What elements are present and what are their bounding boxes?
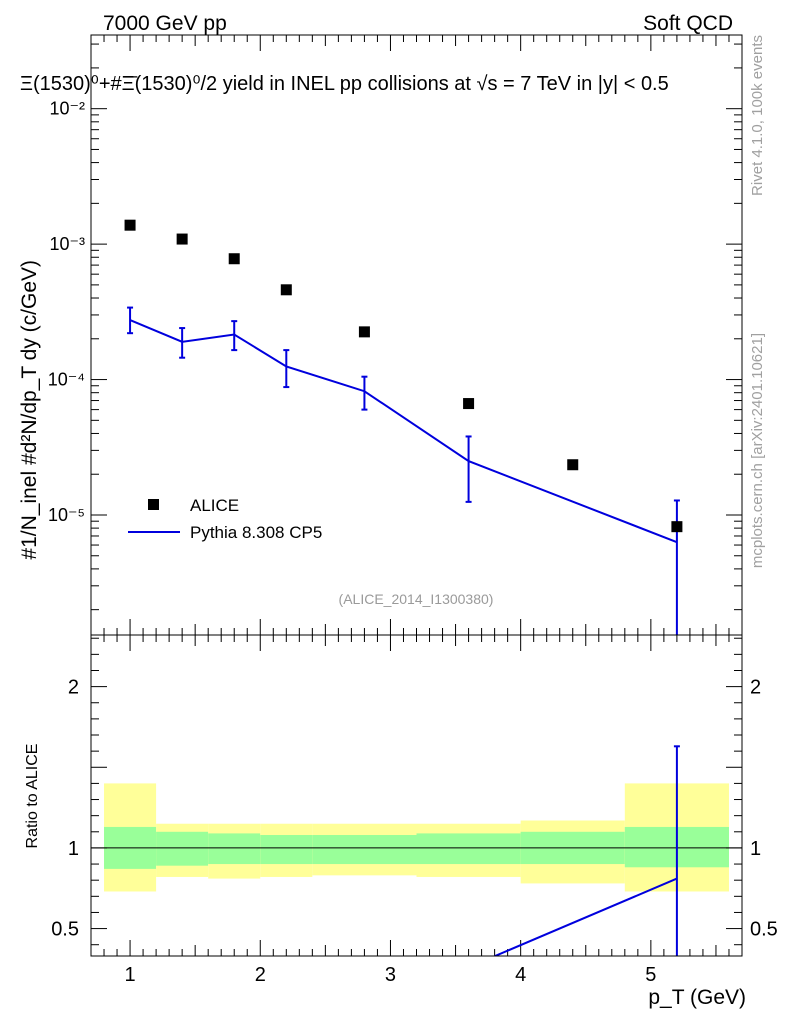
data-point — [567, 459, 579, 471]
legend-data-label: ALICE — [190, 496, 239, 515]
main-panel-frame — [90, 34, 743, 636]
data-point — [228, 253, 240, 265]
ratio-band-inner — [208, 833, 261, 865]
ratio-y-tick-label-right: 0.5 — [750, 919, 778, 941]
data-series — [124, 219, 683, 533]
x-tick-label: 4 — [515, 964, 526, 986]
ratio-band-inner — [312, 835, 417, 865]
ratio-axis-ticks — [91, 637, 742, 946]
main-y-tick-labels: 10⁻² 10⁻³ 10⁻⁴ 10⁻⁵ — [48, 99, 85, 525]
ratio-y-tick-label: 2 — [68, 677, 79, 699]
x-axis-label: p_T (GeV) — [648, 986, 746, 1009]
main-y-tick-label: 10⁻⁵ — [48, 505, 85, 525]
ratio-y-tick-label-right: 1 — [750, 838, 761, 860]
header-right: Soft QCD — [643, 12, 733, 35]
ratio-y-axis-label: Ratio to ALICE — [24, 744, 41, 849]
ratio-band-inner — [416, 833, 521, 865]
mcplots-reference: mcplots.cern.ch [arXiv:2401.10621] — [749, 333, 766, 568]
ratio-uncertainty-bands — [104, 783, 729, 892]
x-tick-label: 2 — [255, 964, 266, 986]
rivet-version: Rivet 4.1.0, 100k events — [749, 35, 766, 196]
x-tick-label: 5 — [645, 964, 656, 986]
data-point — [358, 326, 370, 338]
main-y-axis-label: #1/N_inel #d²N/dp_T dy (c/GeV) — [18, 260, 41, 560]
data-point — [280, 284, 292, 296]
legend-data-marker — [148, 499, 159, 510]
plot-title: Ξ(1530)⁰+#Ξ̄(1530)⁰/2 yield in INEL pp c… — [20, 73, 669, 95]
analysis-id: (ALICE_2014_I1300380) — [339, 591, 494, 607]
ratio-y-tick-label: 0.5 — [51, 919, 79, 941]
legend-mc-label: Pythia 8.308 CP5 — [190, 523, 322, 542]
data-point — [463, 398, 475, 410]
main-y-tick-label: 10⁻⁴ — [48, 370, 85, 390]
header-left: 7000 GeV pp — [103, 12, 227, 35]
ratio-panel-frame — [90, 634, 743, 957]
ratio-band-inner — [156, 831, 209, 866]
data-point — [176, 233, 188, 245]
ratio-mc-series — [492, 745, 680, 956]
data-point — [671, 521, 683, 533]
data-point — [124, 219, 136, 231]
mc-series — [127, 306, 680, 635]
x-tick-label: 1 — [124, 964, 135, 986]
ratio-band-inner — [260, 835, 313, 865]
ratio-y-tick-label-right: 2 — [750, 677, 761, 699]
main-y-tick-label: 10⁻³ — [49, 234, 85, 254]
ratio-mc-line — [492, 877, 678, 956]
ratio-y-tick-labels: 0.5 0.5 1 1 2 2 1 2 3 4 5 — [51, 677, 778, 986]
main-y-tick-label: 10⁻² — [49, 99, 85, 119]
ratio-y-tick-label: 1 — [68, 838, 79, 860]
x-tick-label: 3 — [385, 964, 396, 986]
